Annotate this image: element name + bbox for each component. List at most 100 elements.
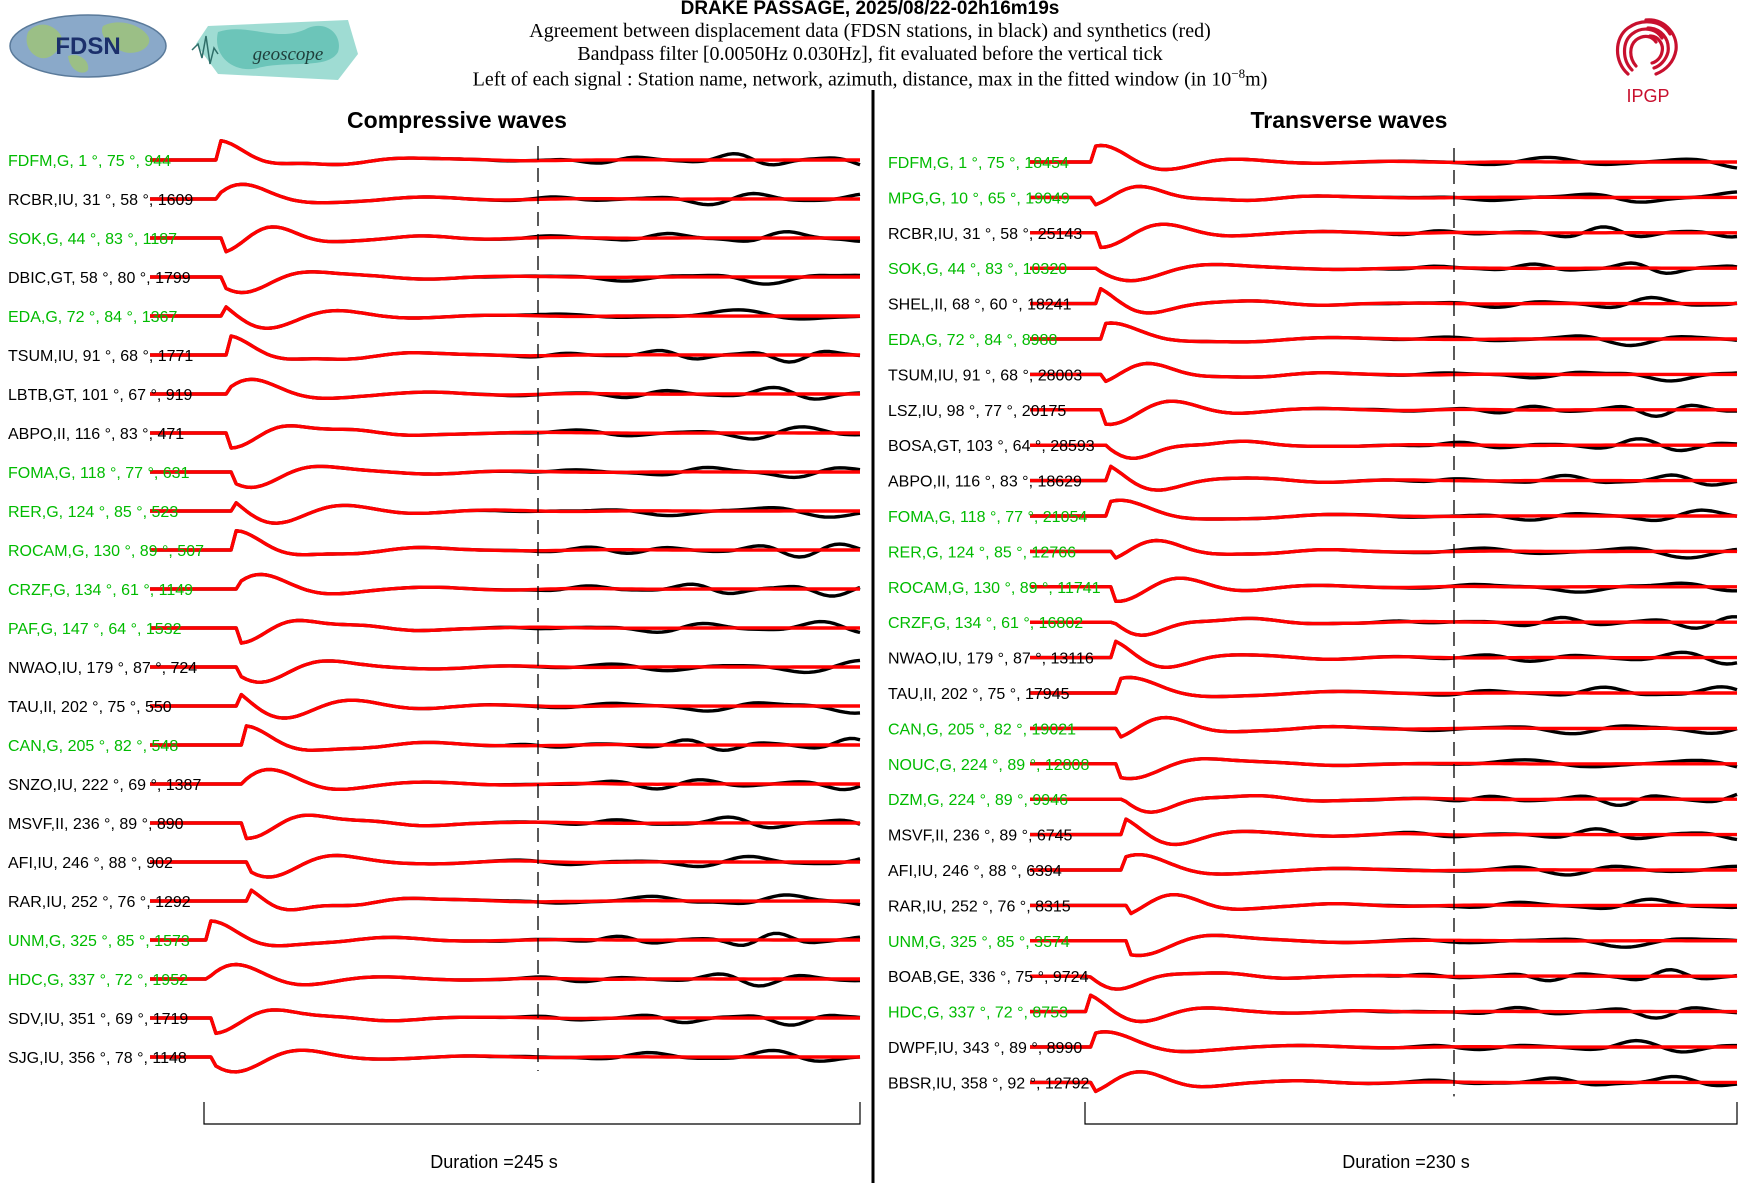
trace-row: LSZ,IU, 98 °, 77 °, 20175 xyxy=(888,399,1737,427)
duration-bracket xyxy=(203,1102,861,1125)
synthetic-trace xyxy=(150,464,860,490)
synthetic-trace xyxy=(150,1048,860,1074)
station-label: DZM,G, 224 °, 89 °, 9946 xyxy=(888,792,1068,809)
synthetic-trace xyxy=(150,334,860,361)
station-label: SOK,G, 44 °, 83 °, 1187 xyxy=(8,231,177,248)
synthetic-trace xyxy=(1030,893,1737,916)
station-label: NWAO,IU, 179 °, 87 °, 724 xyxy=(8,660,197,677)
synthetic-trace xyxy=(150,305,860,330)
trace-row: SNZO,IU, 222 °, 69 °, 1387 xyxy=(8,767,861,794)
synthetic-trace xyxy=(1030,616,1737,637)
trace-row: SHEL,II, 68 °, 60 °, 18241 xyxy=(888,287,1738,315)
station-label: RER,G, 124 °, 85 °, 523 xyxy=(8,504,178,521)
trace-row: MPG,G, 10 °, 65 °, 19049 xyxy=(888,184,1738,207)
synthetic-trace xyxy=(1030,1030,1737,1054)
station-label: NWAO,IU, 179 °, 87 °, 13116 xyxy=(888,651,1094,668)
synthetic-trace xyxy=(1030,538,1737,560)
data-trace xyxy=(150,658,861,684)
station-label: ABPO,II, 116 °, 83 °, 471 xyxy=(8,426,184,443)
synthetic-trace xyxy=(1030,817,1737,847)
trace-row: UNM,G, 325 °, 85 °, 1573 xyxy=(8,919,861,950)
data-trace xyxy=(1030,321,1738,348)
synthetic-trace xyxy=(1030,993,1737,1024)
data-trace xyxy=(150,1048,861,1074)
subtitle-3-prefix: Left of each signal : Station name, netw… xyxy=(472,68,1232,91)
synthetic-trace xyxy=(150,692,860,720)
station-label: RER,G, 124 °, 85 °, 12766 xyxy=(888,544,1076,561)
station-label: MSVF,II, 236 °, 89 °, 6745 xyxy=(888,828,1073,845)
trace-row: MSVF,II, 236 °, 89 °, 890 xyxy=(8,813,861,841)
synthetic-trace xyxy=(1030,757,1737,781)
station-label: BBSR,IU, 358 °, 92 °, 12792 xyxy=(888,1075,1089,1092)
synthetic-trace xyxy=(150,377,860,400)
data-trace xyxy=(1030,184,1738,207)
station-label: MPG,G, 10 °, 65 °, 19049 xyxy=(888,190,1070,207)
synthetic-trace xyxy=(150,424,860,450)
station-label: SHEL,II, 68 °, 60 °, 18241 xyxy=(888,297,1072,314)
synthetic-trace xyxy=(1030,361,1737,384)
trace-row: RER,G, 124 °, 85 °, 12766 xyxy=(888,538,1738,561)
data-trace xyxy=(150,529,861,559)
synthetic-trace xyxy=(1030,399,1737,427)
station-label: RAR,IU, 252 °, 76 °, 8315 xyxy=(888,898,1071,915)
trace-row: RAR,IU, 252 °, 76 °, 8315 xyxy=(888,893,1738,916)
trace-row: BOAB,GE, 336 °, 75 °, 9724 xyxy=(888,968,1738,991)
data-trace xyxy=(1030,261,1738,283)
data-trace xyxy=(1030,933,1738,958)
station-label: FDFM,G, 1 °, 75 °, 944 xyxy=(8,153,171,170)
station-label: BOSA,GT, 103 °, 64 °, 28593 xyxy=(888,438,1095,455)
synthetic-trace xyxy=(1030,853,1737,876)
trace-row: ABPO,II, 116 °, 83 °, 471 xyxy=(8,424,861,450)
data-trace xyxy=(1030,993,1738,1024)
station-label: ROCAM,G, 130 °, 89 °, 11741 xyxy=(888,580,1101,597)
station-label: FDFM,G, 1 °, 75 °, 18454 xyxy=(888,155,1069,172)
synthetic-trace xyxy=(150,270,860,295)
station-label: HDC,G, 337 °, 72 °, 8753 xyxy=(888,1005,1068,1022)
station-label: DWPF,IU, 343 °, 89 °, 8990 xyxy=(888,1040,1082,1057)
station-label: HDC,G, 337 °, 72 °, 1952 xyxy=(8,972,188,989)
station-label: FOMA,G, 118 °, 77 °, 631 xyxy=(8,465,190,482)
trace-row: BBSR,IU, 358 °, 92 °, 12792 xyxy=(888,1070,1738,1094)
trace-row: NOUC,G, 224 °, 89 °, 12808 xyxy=(888,757,1738,781)
synthetic-trace xyxy=(1030,1070,1737,1094)
station-label: RCBR,IU, 31 °, 58 °, 25143 xyxy=(888,226,1082,243)
synthetic-trace xyxy=(1030,143,1737,172)
trace-row: TSUM,IU, 91 °, 68 °, 28003 xyxy=(888,361,1738,384)
trace-row: RCBR,IU, 31 °, 58 °, 25143 xyxy=(888,222,1738,250)
synthetic-trace xyxy=(150,529,860,557)
trace-row: MSVF,II, 236 °, 89 °, 6745 xyxy=(888,817,1738,847)
trace-row: BOSA,GT, 103 °, 64 °, 28593 xyxy=(888,437,1738,460)
subtitle-3-exponent: −8 xyxy=(1231,66,1246,81)
synthetic-trace xyxy=(150,767,860,791)
synthetic-trace xyxy=(1030,498,1737,521)
synthetic-trace xyxy=(1030,715,1737,739)
station-label: SDV,IU, 351 °, 69 °, 1719 xyxy=(8,1011,188,1028)
subtitle-3-suffix: m) xyxy=(1245,68,1268,91)
duration-label: Duration =230 s xyxy=(1342,1152,1470,1172)
data-trace xyxy=(1030,464,1738,492)
synthetic-trace xyxy=(150,962,860,987)
station-label: DBIC,GT, 58 °, 80 °, 1799 xyxy=(8,270,191,287)
station-label: MSVF,II, 236 °, 89 °, 890 xyxy=(8,816,184,833)
trace-row: HDC,G, 337 °, 72 °, 1952 xyxy=(8,962,861,989)
trace-row: AFI,IU, 246 °, 88 °, 902 xyxy=(8,853,861,879)
duration-label: Duration =245 s xyxy=(430,1152,558,1172)
ipgp-logo: IPGP xyxy=(1615,18,1678,106)
station-label: AFI,IU, 246 °, 88 °, 6394 xyxy=(888,863,1062,880)
synthetic-trace xyxy=(1030,262,1737,283)
synthetic-trace xyxy=(1030,675,1737,699)
station-label: RCBR,IU, 31 °, 58 °, 1609 xyxy=(8,192,193,209)
synthetic-trace xyxy=(1030,439,1737,460)
synthetic-trace xyxy=(1030,287,1737,315)
station-label: TSUM,IU, 91 °, 68 °, 28003 xyxy=(888,367,1082,384)
synthetic-trace xyxy=(1030,576,1737,603)
synthetic-trace xyxy=(150,919,860,948)
data-trace xyxy=(150,501,861,525)
station-label: SNZO,IU, 222 °, 69 °, 1387 xyxy=(8,777,201,794)
station-label: UNM,G, 325 °, 85 °, 3574 xyxy=(888,934,1070,951)
synthetic-trace xyxy=(150,724,860,752)
station-label: BOAB,GE, 336 °, 75 °, 9724 xyxy=(888,969,1089,986)
trace-row: NWAO,IU, 179 °, 87 °, 724 xyxy=(8,658,861,684)
synthetic-trace xyxy=(150,1008,860,1036)
